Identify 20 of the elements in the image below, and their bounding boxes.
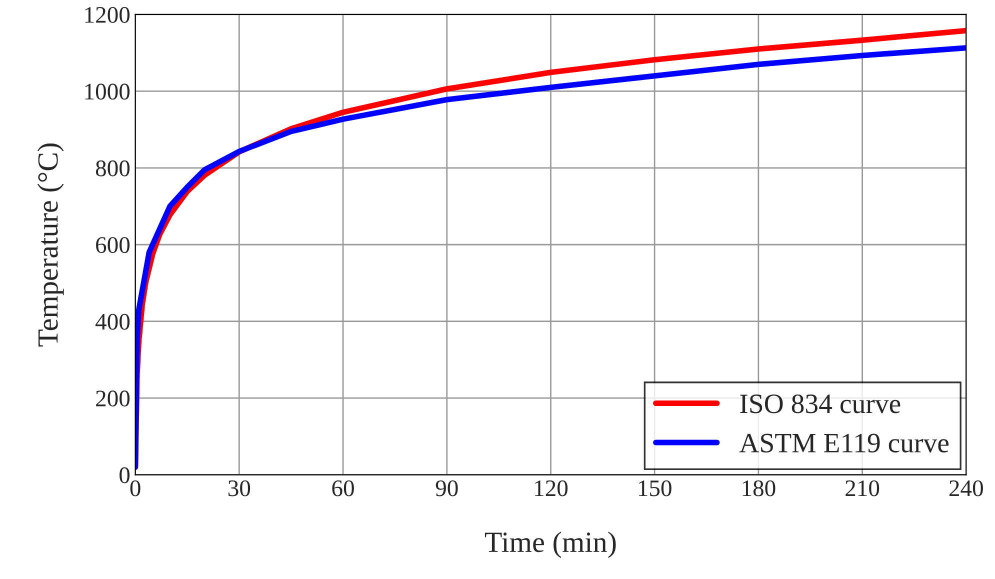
- x-axis-title: Time (min): [484, 532, 616, 558]
- y-tick-label: 1000: [85, 84, 130, 100]
- x-tick-label: 90: [436, 480, 458, 496]
- x-tick-label: 60: [332, 480, 354, 496]
- y-tick-label: 1200: [85, 6, 130, 23]
- legend-label: ISO 834 curve: [740, 394, 900, 414]
- y-tick-label: 200: [96, 390, 130, 406]
- x-tick-label: 210: [846, 480, 880, 496]
- y-tick-label: 400: [96, 314, 130, 330]
- x-tick-label: 120: [535, 480, 568, 496]
- x-tick-label: 0: [130, 480, 140, 496]
- y-tick-label: 800: [96, 160, 130, 176]
- x-tick-label: 180: [742, 480, 776, 496]
- x-tick-label: 30: [228, 480, 250, 496]
- y-axis-title: Temperature (°C): [37, 144, 64, 346]
- y-tick-label: 600: [96, 237, 130, 254]
- x-tick-label: 240: [949, 480, 983, 496]
- x-tick-label: 150: [638, 480, 672, 496]
- y-tick-label: 0: [120, 467, 130, 484]
- legend-label: ASTM E119 curve: [739, 434, 949, 452]
